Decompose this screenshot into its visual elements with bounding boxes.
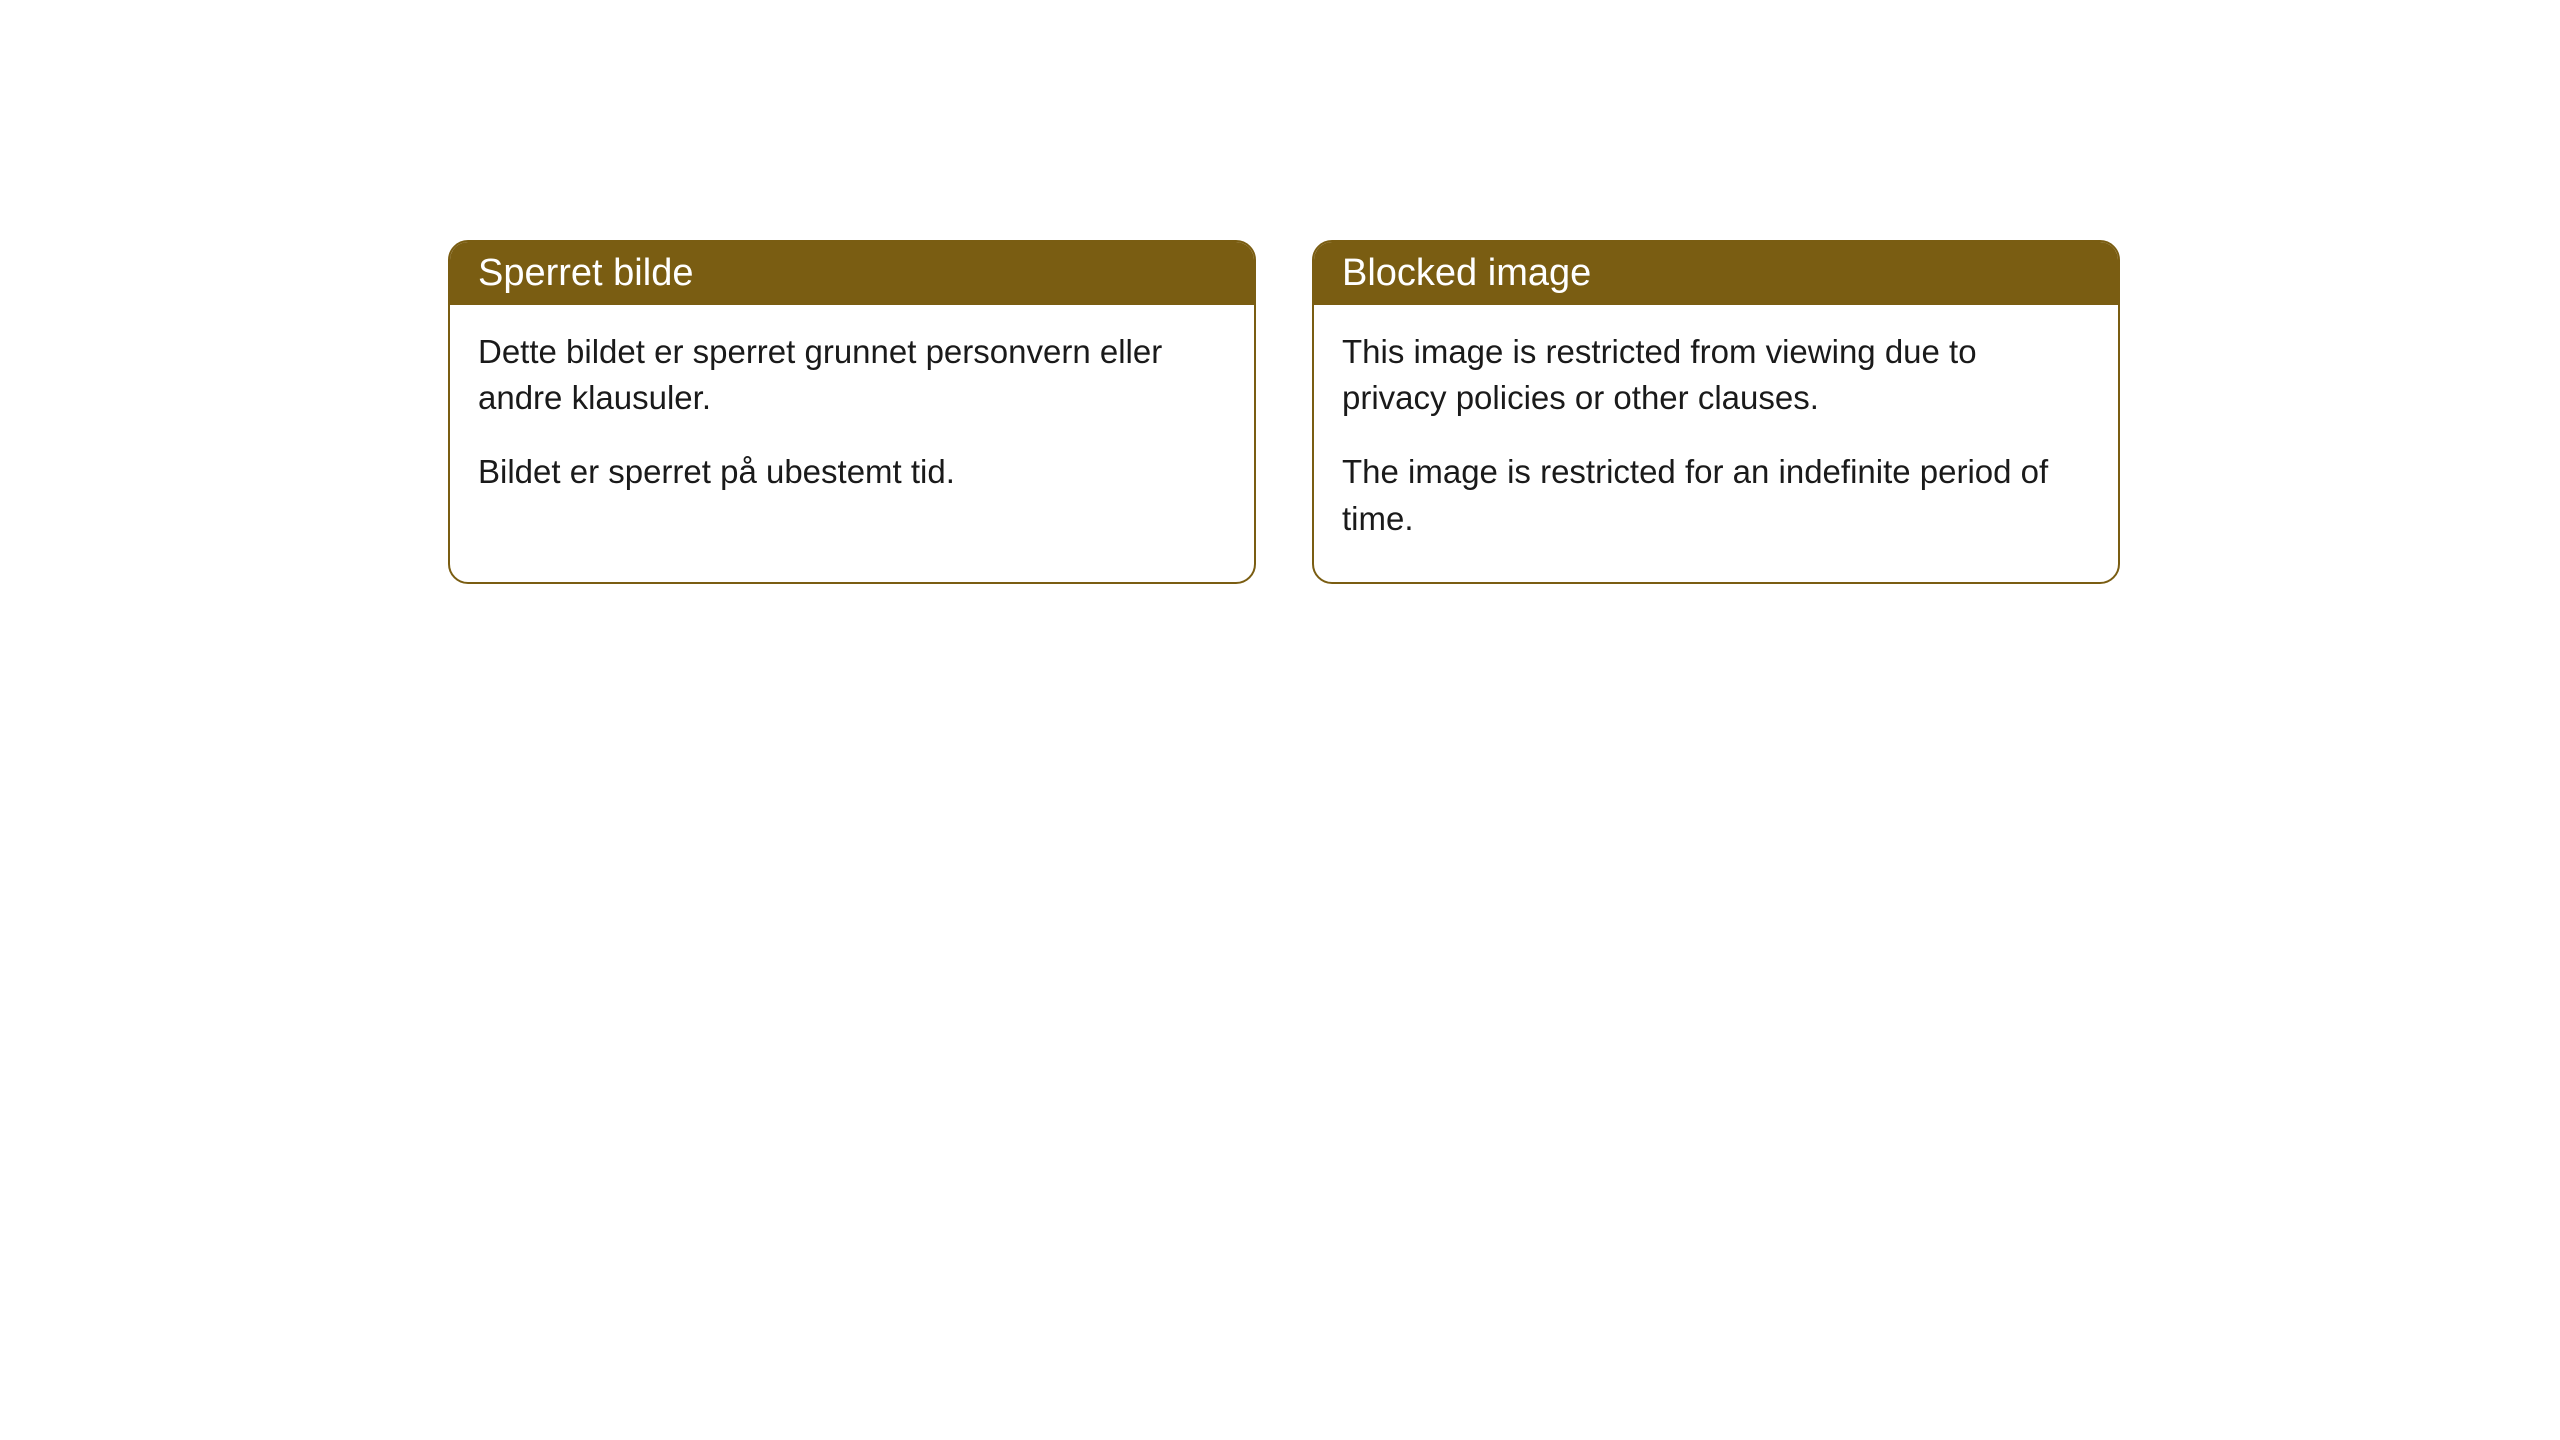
card-norwegian: Sperret bilde Dette bildet er sperret gr… <box>448 240 1256 584</box>
card-paragraph: This image is restricted from viewing du… <box>1342 329 2090 421</box>
card-title: Blocked image <box>1342 252 1591 294</box>
card-title: Sperret bilde <box>478 252 693 294</box>
card-paragraph: Bildet er sperret på ubestemt tid. <box>478 449 1226 495</box>
card-header-norwegian: Sperret bilde <box>450 242 1254 305</box>
card-paragraph: Dette bildet er sperret grunnet personve… <box>478 329 1226 421</box>
card-english: Blocked image This image is restricted f… <box>1312 240 2120 584</box>
card-body-norwegian: Dette bildet er sperret grunnet personve… <box>450 305 1254 536</box>
card-header-english: Blocked image <box>1314 242 2118 305</box>
card-paragraph: The image is restricted for an indefinit… <box>1342 449 2090 541</box>
cards-container: Sperret bilde Dette bildet er sperret gr… <box>448 240 2560 584</box>
card-body-english: This image is restricted from viewing du… <box>1314 305 2118 582</box>
